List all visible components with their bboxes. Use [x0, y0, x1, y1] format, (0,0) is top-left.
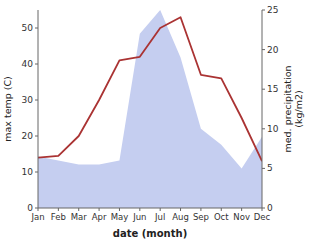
x-tick-label: Apr	[92, 212, 107, 222]
y2-tick-label: 25	[267, 5, 278, 15]
y2-tick	[262, 89, 265, 90]
x-tick	[139, 208, 140, 211]
x-tick	[99, 208, 100, 211]
x-axis-title: date (month)	[113, 228, 187, 239]
x-tick	[119, 208, 120, 211]
y2-tick-label: 5	[267, 163, 273, 173]
x-tick-label: Jan	[30, 212, 44, 222]
y-axis-title: max temp (C)	[2, 76, 13, 142]
y-tick	[35, 136, 38, 137]
x-tick	[78, 208, 79, 211]
plot-area	[38, 10, 262, 208]
y2-axis-title-line: med. precipitation	[282, 65, 293, 152]
y2-tick	[262, 49, 265, 50]
y-tick-label: 10	[22, 167, 34, 177]
x-tick	[180, 208, 181, 211]
x-tick	[200, 208, 201, 211]
x-tick-label: May	[111, 212, 129, 222]
x-tick-label: Oct	[214, 212, 229, 222]
y-tick-label: 50	[22, 23, 34, 33]
y-tick	[35, 100, 38, 101]
x-tick-label: Nov	[233, 212, 250, 222]
x-tick	[58, 208, 59, 211]
x-tick-label: Mar	[71, 212, 88, 222]
precipitation-area	[38, 10, 262, 208]
y-tick	[35, 28, 38, 29]
y2-tick-label: 15	[267, 84, 278, 94]
y2-tick	[262, 128, 265, 129]
x-tick-label: Jun	[132, 212, 146, 222]
y-tick-label: 40	[22, 59, 34, 69]
y2-axis-title: med. precipitation(kg/m2)	[282, 65, 304, 152]
y-axis-line	[38, 10, 39, 208]
y-tick	[35, 172, 38, 173]
x-tick	[241, 208, 242, 211]
y-tick-label: 20	[22, 131, 34, 141]
y2-tick-label: 20	[267, 45, 279, 55]
x-tick-label: Dec	[254, 212, 271, 222]
temperature-line	[38, 17, 262, 161]
chart: 010203040500510152025JanFebMarAprMayJunJ…	[0, 0, 318, 242]
x-tick-label: Jul	[154, 212, 165, 222]
y2-tick-label: 10	[267, 124, 279, 134]
y2-tick	[262, 10, 265, 11]
x-tick-label: Aug	[172, 212, 189, 222]
x-tick-label: Feb	[51, 212, 66, 222]
y-tick-label: 30	[22, 95, 34, 105]
x-tick	[38, 208, 39, 211]
x-tick	[221, 208, 222, 211]
y2-tick	[262, 168, 265, 169]
x-tick	[160, 208, 161, 211]
y2-axis-line	[262, 10, 263, 208]
x-axis-line	[38, 208, 262, 209]
y-tick	[35, 64, 38, 65]
x-tick	[262, 208, 263, 211]
y2-axis-title-line: (kg/m2)	[293, 90, 304, 127]
x-tick-label: Sep	[193, 212, 209, 222]
